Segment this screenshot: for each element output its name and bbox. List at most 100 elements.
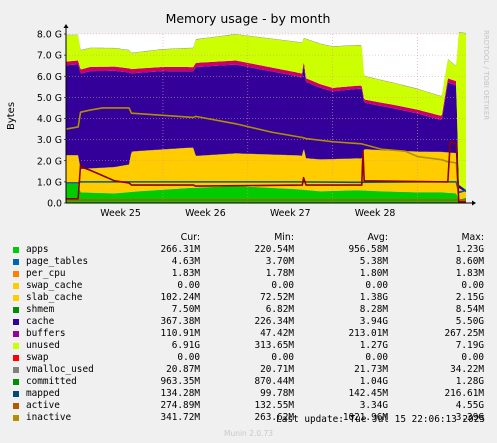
legend-value-max: 1.83M	[455, 268, 484, 279]
axes	[63, 24, 476, 206]
legend-value-avg: 1.38G	[359, 292, 388, 303]
legend-row-per-cpu: per_cpu 1.83M 1.78M 1.80M 1.83M	[0, 268, 497, 280]
legend-value-cur: 20.87M	[166, 364, 200, 375]
y-tick-label-7: 7.0 G	[37, 51, 62, 62]
legend-value-min: 99.78M	[260, 388, 294, 399]
x-tick-label-0: Week 25	[100, 208, 141, 219]
y-tick-label-4: 4.0 G	[37, 114, 62, 125]
legend-header: Cur: Min: Avg: Max:	[0, 232, 497, 244]
legend-label: mapped	[26, 388, 60, 399]
legend-value-cur: 7.50M	[171, 304, 200, 315]
legend-row-cache: cache 367.38M 226.34M 3.94G 5.50G	[0, 316, 497, 328]
legend-value-cur: 110.91M	[160, 328, 200, 339]
legend-swatch	[13, 379, 19, 385]
y-axis-label: Bytes	[6, 102, 17, 130]
legend-value-cur: 341.72M	[160, 412, 200, 423]
legend-value-min: 1.78M	[265, 268, 294, 279]
legend-swatch	[13, 307, 19, 313]
legend-label: apps	[26, 244, 49, 255]
last-update: Last update: Tue Jul 15 22:06:13 2025	[276, 414, 485, 425]
legend-value-min: 132.55M	[254, 400, 294, 411]
legend-value-cur: 274.89M	[160, 400, 200, 411]
legend-row-unused: unused 6.91G 313.65M 1.27G 7.19G	[0, 340, 497, 352]
line-active	[65, 107, 466, 203]
legend-label: cache	[26, 316, 55, 327]
legend-value-avg: 3.94G	[359, 316, 388, 327]
legend-swatch	[13, 247, 19, 253]
legend-swatch	[13, 403, 19, 409]
legend-value-cur: 0.00	[177, 280, 200, 291]
area-unused	[66, 32, 466, 190]
legend-value-cur: 266.31M	[160, 244, 200, 255]
y-tick-label-8: 8.0 G	[37, 30, 62, 41]
legend-row-page-tables: page_tables 4.63M 3.70M 5.38M 8.60M	[0, 256, 497, 268]
legend-value-min: 47.42M	[260, 328, 294, 339]
legend-value-avg: 1.04G	[359, 376, 388, 387]
legend-value-max: 5.50G	[455, 316, 484, 327]
y-tick-label-3: 3.0 G	[37, 135, 62, 146]
legend-swatch	[13, 295, 19, 301]
legend-value-min: 6.82M	[265, 304, 294, 315]
header-cur: Cur:	[180, 232, 200, 243]
y-tick-label-2: 2.0 G	[37, 156, 62, 167]
memory-usage-chart: Memory usage - by month Bytes RRDTOOL / …	[6, 11, 490, 219]
legend-swatch	[13, 283, 19, 289]
legend-value-min: 263.62M	[254, 412, 294, 423]
legend-swatch	[13, 415, 19, 421]
legend-value-max: 1.23G	[455, 244, 484, 255]
legend-value-avg: 142.45M	[348, 388, 388, 399]
legend-value-max: 7.19G	[455, 340, 484, 351]
legend-label: committed	[26, 376, 77, 387]
rrdtool-watermark: RRDTOOL / TOBI OETIKER	[482, 30, 490, 120]
legend-value-cur: 1.83M	[171, 268, 200, 279]
area-apps	[66, 183, 466, 203]
munin-version: Munin 2.0.73	[223, 429, 274, 438]
legend-value-cur: 4.63M	[171, 256, 200, 267]
y-tick-label-0: 0.0	[47, 199, 62, 210]
legend-value-min: 20.71M	[260, 364, 294, 375]
legend-value-avg: 1021.96M	[342, 412, 388, 423]
legend-label: shmem	[26, 304, 55, 315]
legend-label: per_cpu	[26, 268, 66, 279]
legend-row-swap-cache: swap_cache 0.00 0.00 0.00 0.00	[0, 280, 497, 292]
legend-value-max: 4.55G	[455, 400, 484, 411]
y-axis-arrow	[63, 24, 69, 28]
legend-value-cur: 134.28M	[160, 388, 200, 399]
legend-label: active	[26, 400, 60, 411]
legend-swatch	[13, 355, 19, 361]
legend-value-max: 216.61M	[444, 388, 484, 399]
legend-swatch	[13, 343, 19, 349]
legend-swatch	[13, 331, 19, 337]
legend-value-cur: 367.38M	[160, 316, 200, 327]
line-committed	[66, 181, 467, 194]
legend-value-max: 8.54M	[455, 304, 484, 315]
x-axis-arrow	[472, 200, 476, 206]
legend-value-avg: 0.00	[365, 352, 388, 363]
legend-value-max: 0.00	[461, 280, 484, 291]
header-max: Max:	[461, 232, 484, 243]
legend-value-min: 226.34M	[254, 316, 294, 327]
header-min: Min:	[274, 232, 294, 243]
x-tick-label-3: Week 28	[355, 208, 396, 219]
y-axis-ticks: 0.0 1.0 G 2.0 G 3.0 G 4.0 G 5.0 G 6.0 G 7.0 G 8.…	[37, 30, 66, 210]
legend-value-min: 870.44M	[254, 376, 294, 387]
legend-row-buffers: buffers 110.91M 47.42M 213.01M 267.25M	[0, 328, 497, 340]
legend-value-avg: 5.38M	[359, 256, 388, 267]
legend-row-swap: swap 0.00 0.00 0.00 0.00	[0, 352, 497, 364]
x-tick-label-2: Week 27	[270, 208, 311, 219]
grid-lines	[66, 33, 466, 203]
legend-value-avg: 8.28M	[359, 304, 388, 315]
legend-value-min: 72.52M	[260, 292, 294, 303]
chart-title: Memory usage - by month	[166, 11, 331, 26]
legend-label: inactive	[26, 412, 72, 423]
legend-value-min: 3.70M	[265, 256, 294, 267]
y-tick-label-6: 6.0 G	[37, 72, 62, 83]
legend-label: page_tables	[26, 256, 89, 267]
legend-value-max: 34.22M	[450, 364, 484, 375]
legend-value-avg: 21.73M	[354, 364, 388, 375]
legend-row-committed: committed 963.35M 870.44M 1.04G 1.28G	[0, 376, 497, 388]
legend-value-min: 0.00	[271, 280, 294, 291]
legend-value-cur: 963.35M	[160, 376, 200, 387]
x-tick-label-1: Week 26	[185, 208, 226, 219]
legend-value-max: 267.25M	[444, 328, 484, 339]
